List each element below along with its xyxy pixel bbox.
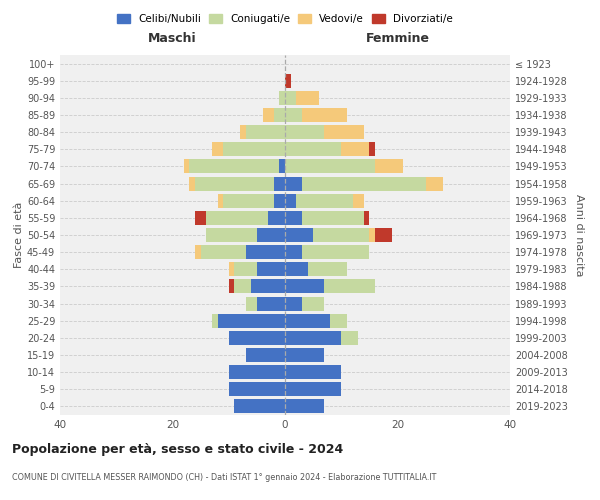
Bar: [212, 142, 223, 156]
Bar: [285, 365, 341, 379]
Bar: [302, 296, 325, 310]
Bar: [285, 108, 302, 122]
Bar: [195, 176, 274, 190]
Bar: [285, 262, 308, 276]
Bar: [223, 194, 274, 207]
Bar: [375, 160, 403, 173]
Bar: [285, 194, 296, 207]
Bar: [370, 142, 375, 156]
Bar: [200, 245, 245, 259]
Bar: [263, 108, 274, 122]
Bar: [370, 228, 375, 242]
Bar: [285, 280, 325, 293]
Text: Femmine: Femmine: [365, 32, 430, 44]
Bar: [285, 228, 313, 242]
Y-axis label: Anni di nascita: Anni di nascita: [574, 194, 584, 276]
Bar: [212, 314, 218, 328]
Bar: [229, 365, 285, 379]
Bar: [190, 176, 195, 190]
Bar: [313, 228, 370, 242]
Bar: [274, 176, 285, 190]
Bar: [245, 348, 285, 362]
Text: Popolazione per età, sesso e stato civile - 2024: Popolazione per età, sesso e stato civil…: [12, 442, 343, 456]
Bar: [229, 382, 285, 396]
Bar: [353, 194, 364, 207]
Bar: [274, 194, 285, 207]
Bar: [184, 160, 190, 173]
Bar: [302, 211, 364, 225]
Bar: [206, 211, 268, 225]
Bar: [195, 245, 200, 259]
Bar: [257, 262, 285, 276]
Bar: [285, 142, 341, 156]
Bar: [285, 314, 330, 328]
Bar: [285, 160, 375, 173]
Bar: [375, 228, 392, 242]
Bar: [235, 280, 251, 293]
Bar: [235, 400, 285, 413]
Bar: [268, 211, 285, 225]
Bar: [285, 74, 290, 88]
Bar: [280, 91, 285, 105]
Bar: [325, 125, 364, 139]
Text: Maschi: Maschi: [148, 32, 197, 44]
Bar: [285, 91, 296, 105]
Bar: [341, 142, 370, 156]
Bar: [285, 382, 341, 396]
Bar: [218, 194, 223, 207]
Bar: [240, 125, 245, 139]
Bar: [285, 245, 302, 259]
Bar: [223, 142, 285, 156]
Bar: [330, 314, 347, 328]
Bar: [341, 331, 358, 345]
Legend: Celibi/Nubili, Coniugati/e, Vedovi/e, Divorziati/e: Celibi/Nubili, Coniugati/e, Vedovi/e, Di…: [113, 10, 457, 28]
Bar: [190, 160, 280, 173]
Bar: [206, 228, 257, 242]
Y-axis label: Fasce di età: Fasce di età: [14, 202, 24, 268]
Bar: [229, 280, 235, 293]
Bar: [285, 331, 341, 345]
Text: COMUNE DI CIVITELLA MESSER RAIMONDO (CH) - Dati ISTAT 1° gennaio 2024 - Elaboraz: COMUNE DI CIVITELLA MESSER RAIMONDO (CH)…: [12, 472, 436, 482]
Bar: [274, 108, 285, 122]
Bar: [229, 331, 285, 345]
Bar: [285, 176, 302, 190]
Bar: [245, 296, 257, 310]
Bar: [245, 245, 285, 259]
Bar: [280, 160, 285, 173]
Bar: [251, 280, 285, 293]
Bar: [308, 262, 347, 276]
Bar: [218, 314, 285, 328]
Bar: [302, 108, 347, 122]
Bar: [285, 296, 302, 310]
Bar: [235, 262, 257, 276]
Bar: [296, 91, 319, 105]
Bar: [195, 211, 206, 225]
Bar: [285, 211, 302, 225]
Bar: [302, 176, 425, 190]
Bar: [325, 280, 375, 293]
Bar: [302, 245, 370, 259]
Bar: [285, 400, 325, 413]
Bar: [257, 296, 285, 310]
Bar: [229, 262, 235, 276]
Bar: [296, 194, 353, 207]
Bar: [257, 228, 285, 242]
Bar: [245, 125, 285, 139]
Bar: [425, 176, 443, 190]
Bar: [364, 211, 370, 225]
Bar: [285, 125, 325, 139]
Bar: [285, 348, 325, 362]
